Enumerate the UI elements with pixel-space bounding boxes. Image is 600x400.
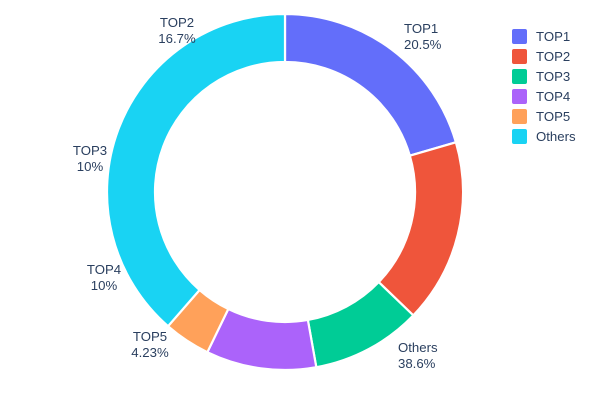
legend-item-label: TOP3 bbox=[536, 68, 571, 84]
slice-label-top4: TOP4 10% bbox=[87, 262, 121, 293]
legend-swatch-icon bbox=[512, 28, 527, 44]
legend-swatch-icon bbox=[512, 128, 527, 144]
legend-swatch-icon bbox=[512, 88, 527, 104]
legend-swatch-icon bbox=[512, 68, 527, 84]
slice-label-name: TOP5 bbox=[133, 329, 167, 344]
slice-label-top1: TOP1 20.5% bbox=[404, 21, 442, 52]
legend-item-top2[interactable]: TOP2 bbox=[512, 47, 576, 65]
slice-label-percent: 38.6% bbox=[398, 356, 436, 371]
slice-label-name: TOP4 bbox=[87, 262, 121, 277]
slice-label-name: Others bbox=[398, 340, 438, 355]
legend-item-label: TOP1 bbox=[536, 28, 571, 44]
legend-swatch-icon bbox=[512, 48, 527, 64]
legend-item-top5[interactable]: TOP5 bbox=[512, 107, 576, 125]
slice-label-name: TOP2 bbox=[160, 15, 194, 30]
slice-label-percent: 20.5% bbox=[404, 37, 442, 52]
slice-label-percent: 16.7% bbox=[158, 31, 196, 46]
legend-item-top1[interactable]: TOP1 bbox=[512, 27, 576, 45]
slice-label-top3: TOP3 10% bbox=[73, 143, 107, 174]
slice-label-percent: 10% bbox=[91, 278, 118, 293]
pie-slice-labels-group: TOP1 20.5%TOP2 16.7%TOP3 10%TOP4 10%TOP5 4.23… bbox=[73, 15, 442, 371]
legend-item-label: TOP5 bbox=[536, 108, 571, 124]
legend-item-label: Others bbox=[536, 128, 576, 144]
slice-label-others: Others 38.6% bbox=[398, 340, 438, 371]
legend-item-others[interactable]: Others bbox=[512, 127, 576, 145]
legend-item-label: TOP4 bbox=[536, 88, 571, 104]
pie-slices-group bbox=[105, 12, 465, 372]
legend-item-label: TOP2 bbox=[536, 48, 571, 64]
legend-item-top4[interactable]: TOP4 bbox=[512, 87, 576, 105]
chart-legend: TOP1 TOP2 TOP3 TOP4 TOP5 Others bbox=[512, 27, 576, 145]
pie-slice-top2[interactable] bbox=[377, 140, 465, 317]
pie-slice-others[interactable] bbox=[105, 12, 287, 328]
slice-label-top5: TOP5 4.23% bbox=[131, 329, 169, 360]
slice-label-name: TOP1 bbox=[404, 21, 438, 36]
legend-item-top3[interactable]: TOP3 bbox=[512, 67, 576, 85]
legend-swatch-icon bbox=[512, 108, 527, 124]
slice-label-top2: TOP2 16.7% bbox=[158, 15, 196, 46]
slice-label-percent: 10% bbox=[77, 159, 104, 174]
slice-label-name: TOP3 bbox=[73, 143, 107, 158]
slice-label-percent: 4.23% bbox=[131, 345, 169, 360]
